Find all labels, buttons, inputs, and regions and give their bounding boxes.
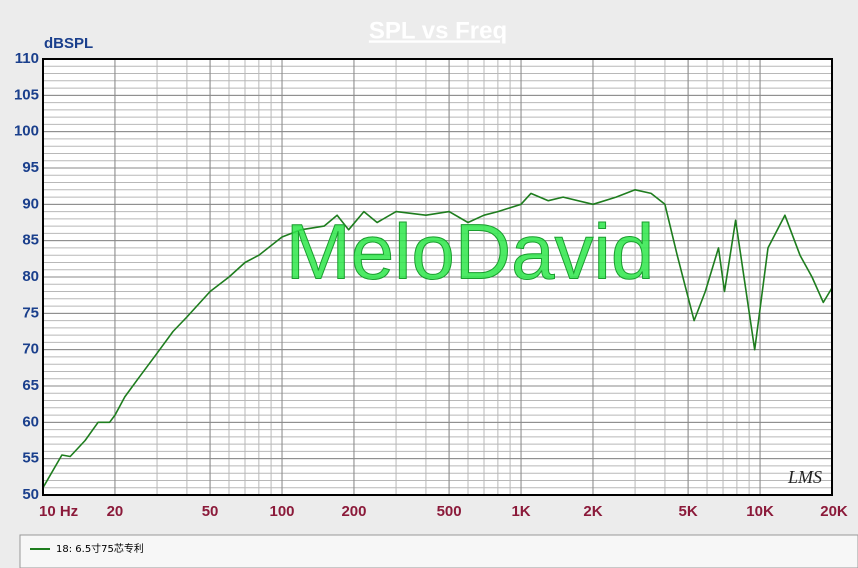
y-tick-label: 95 [22, 159, 39, 176]
series-line [42, 189, 833, 489]
y-axis-label: dBSPL [44, 35, 93, 52]
chart-title: SPL vs Freq [369, 17, 507, 44]
y-tick-label: 50 [22, 486, 39, 503]
x-tick-label: 2K [583, 503, 602, 520]
plot [42, 189, 833, 489]
y-tick-label: 60 [22, 413, 39, 430]
x-tick-label: 1K [511, 503, 530, 520]
logo: LMS [787, 467, 822, 487]
y-tick-label: 85 [22, 232, 39, 249]
y-tick-label: 75 [22, 304, 39, 321]
x-tick-label: 500 [437, 503, 462, 520]
legend-label: 18: 6.5寸75芯专利 [56, 542, 144, 555]
y-tick-label: 70 [22, 341, 39, 358]
watermark: MeloDavid [286, 208, 654, 296]
x-tick-label: 100 [270, 503, 295, 520]
y-tick-label: 105 [14, 86, 39, 103]
x-tick-label: 20K [820, 503, 848, 520]
y-tick-label: 80 [22, 268, 39, 285]
legend [19, 534, 858, 568]
plot-frame [42, 58, 833, 496]
x-tick-label: 50 [202, 503, 219, 520]
x-tick-label: 10K [746, 503, 774, 520]
grid [42, 58, 833, 496]
y-tick-label: 100 [14, 123, 39, 140]
y-tick-label: 65 [22, 377, 39, 394]
y-tick-label: 55 [22, 450, 39, 467]
x-tick-label: 5K [679, 503, 698, 520]
y-tick-label: 90 [22, 195, 39, 212]
y-tick-label: 110 [15, 50, 39, 67]
x-tick-label: 10 Hz [39, 503, 78, 520]
x-tick-label: 200 [341, 503, 366, 520]
x-tick-label: 20 [107, 503, 124, 520]
